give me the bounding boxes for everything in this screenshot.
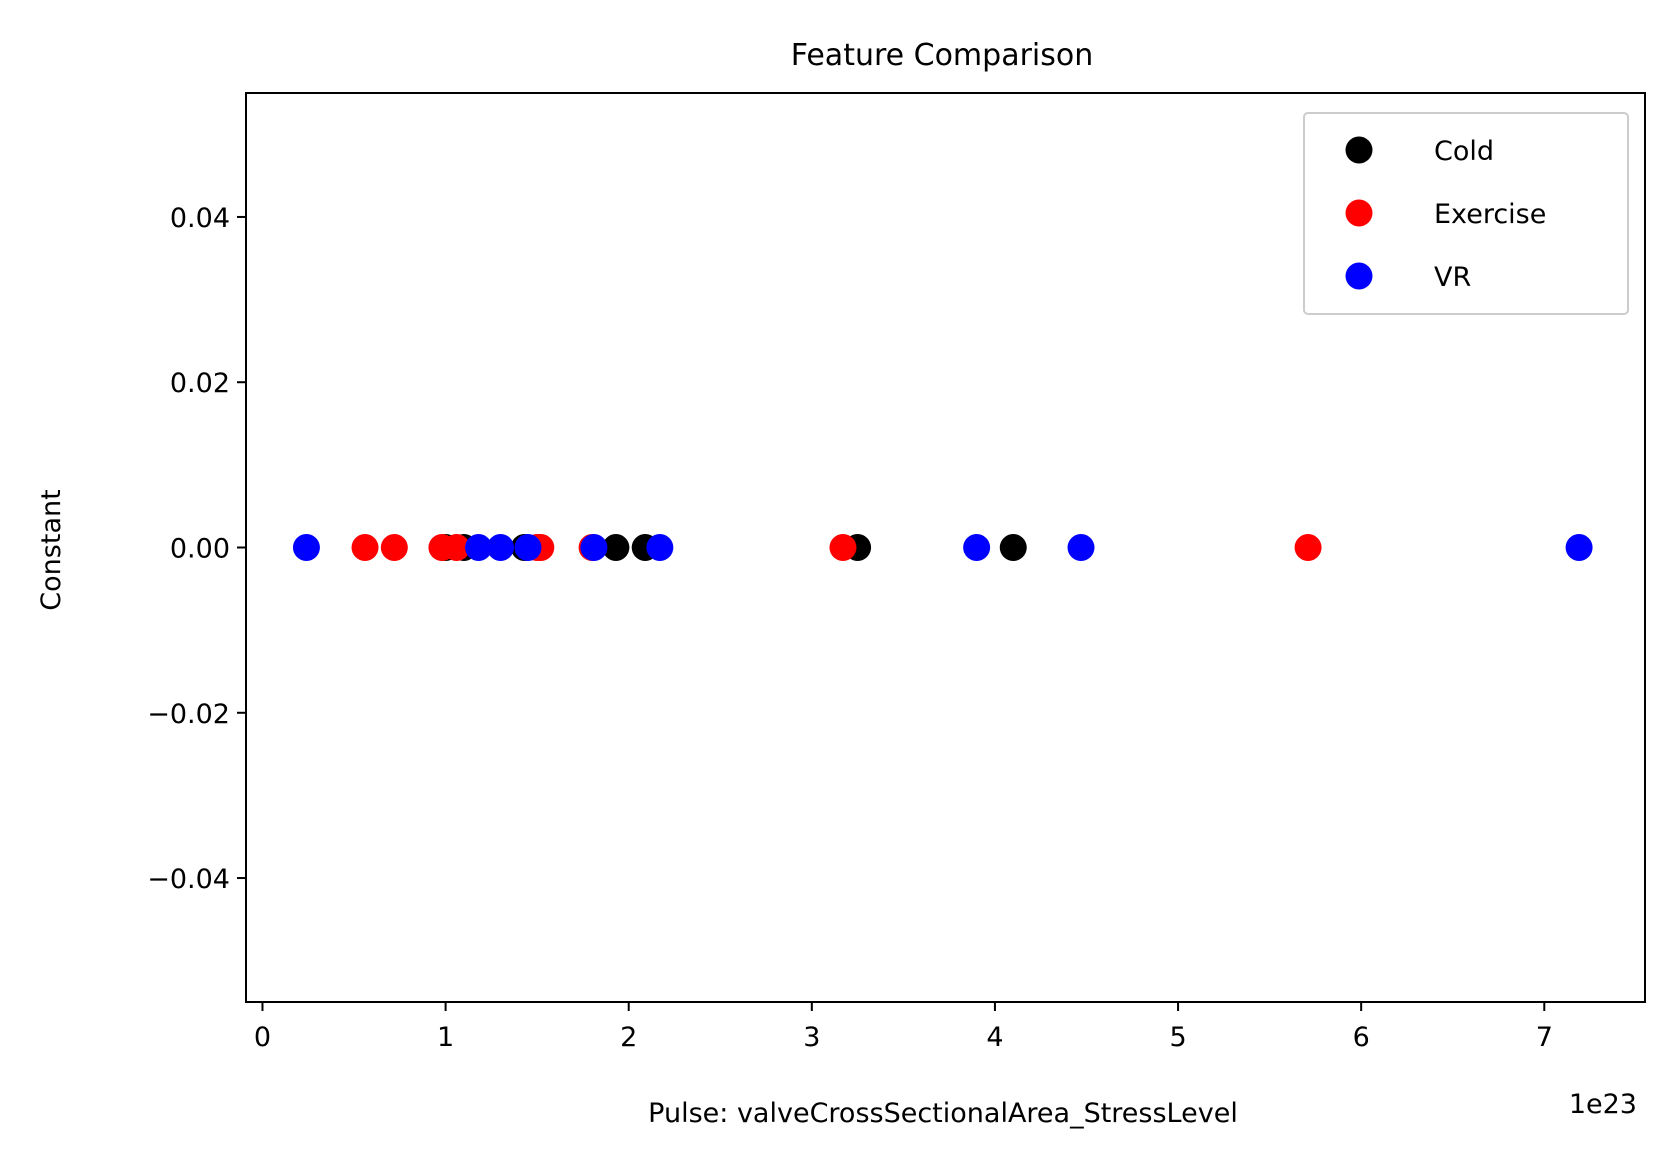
data-point <box>351 534 379 561</box>
y-tick-label: 0.02 <box>170 368 230 399</box>
data-point <box>963 534 991 561</box>
y-tick-label: −0.02 <box>147 699 230 730</box>
data-point <box>646 534 674 561</box>
plot-area: 0 1 2 3 4 5 6 7 0.04 0.02 0.00 −0.02 −0.04 <box>147 203 1593 1053</box>
data-point <box>380 534 408 561</box>
legend-frame <box>1303 112 1629 315</box>
data-point <box>465 534 493 561</box>
x-tick-label: 1 <box>437 1022 454 1053</box>
y-axis-label: Constant <box>36 489 67 610</box>
y-tick-label: −0.04 <box>147 864 230 895</box>
legend-marker <box>1345 199 1373 227</box>
data-point <box>1565 534 1593 561</box>
data-point <box>580 534 608 561</box>
series-vr <box>292 534 1593 561</box>
data-point <box>829 534 857 561</box>
y-tick-label: 0.04 <box>170 203 230 234</box>
x-tick-label: 2 <box>620 1022 637 1053</box>
data-point <box>292 534 320 561</box>
x-axis-label: Pulse: valveCrossSectionalArea_StressLev… <box>648 1098 1238 1129</box>
data-point <box>514 534 542 561</box>
data-point <box>443 534 471 561</box>
y-tick-label: 0.00 <box>170 534 230 565</box>
x-tick-label: 4 <box>986 1022 1003 1053</box>
legend-label: VR <box>1434 262 1471 293</box>
data-point <box>487 534 515 561</box>
data-point <box>1294 534 1322 561</box>
axes-frame <box>245 92 1646 1003</box>
data-point <box>999 534 1027 561</box>
x-offset-label: 1e23 <box>1569 1089 1637 1120</box>
legend-label: Exercise <box>1434 199 1546 230</box>
x-tick-label: 7 <box>1536 1022 1553 1053</box>
legend-marker <box>1345 262 1373 290</box>
legend: Cold Exercise VR <box>1303 112 1629 315</box>
x-tick-label: 0 <box>254 1022 271 1053</box>
data-point <box>1067 534 1095 561</box>
x-tick-label: 6 <box>1353 1022 1370 1053</box>
legend-label: Cold <box>1434 136 1494 167</box>
chart-title: Feature Comparison <box>791 38 1094 73</box>
x-tick-label: 5 <box>1169 1022 1186 1053</box>
x-tick-label: 3 <box>803 1022 820 1053</box>
data-point <box>602 534 630 561</box>
legend-marker <box>1345 136 1373 164</box>
